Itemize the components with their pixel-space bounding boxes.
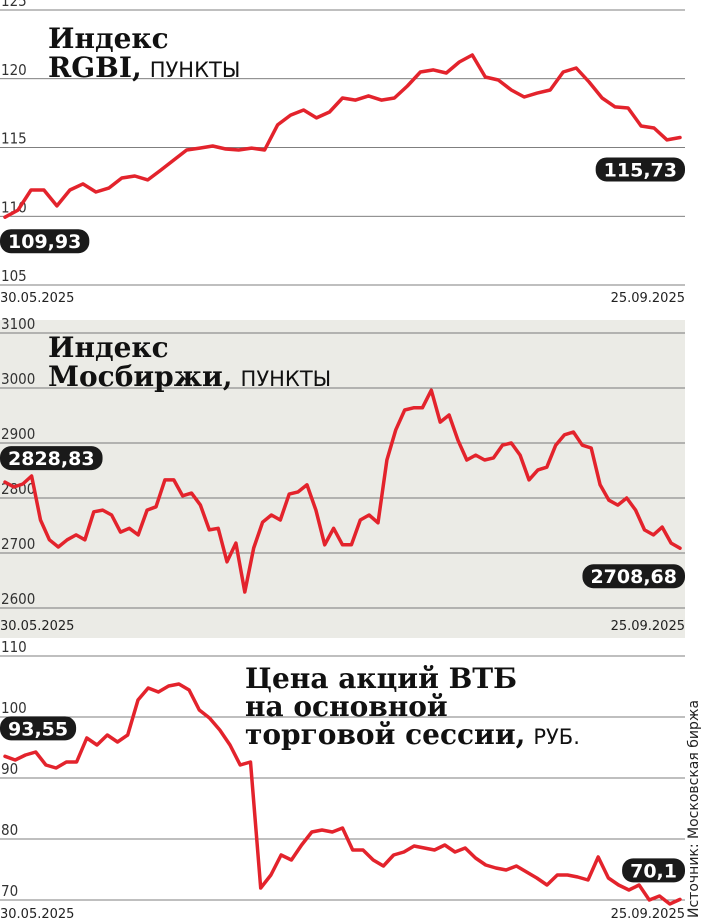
y-tick-label: 2600: [1, 590, 35, 608]
x-tick-label: 30.05.2025: [0, 619, 74, 634]
value-label: 70,1: [630, 860, 677, 882]
title-units: ПУНКТЫ: [241, 367, 332, 391]
source: Источник: Московская биржа: [686, 700, 702, 918]
y-tick-label: 2900: [1, 425, 35, 443]
value-label-bg: [622, 858, 685, 883]
value-label: 2708,68: [590, 566, 677, 588]
y-tick-label: 120: [1, 61, 27, 79]
y-tick-label: 3100: [1, 315, 35, 333]
chart-title: Индекс RGBI, ПУНКТЫ: [48, 22, 240, 84]
title-units: РУБ.: [533, 725, 580, 749]
value-label-bg: [0, 716, 77, 741]
title-line: Цена акций ВТБ: [245, 662, 517, 695]
line: [3, 682, 682, 906]
y-tick-label: 100: [1, 699, 27, 717]
x-tick-label: 30.05.2025: [0, 907, 74, 922]
value-label-bg: [0, 446, 103, 471]
y-tick-label: 2700: [1, 535, 35, 553]
value-label: 115,73: [604, 159, 677, 181]
y-tick-label: 90: [1, 760, 18, 778]
value-label-bg: [595, 157, 685, 182]
x-tick-label: 25.09.2025: [611, 907, 685, 922]
y-tick-label: 115: [1, 130, 27, 148]
title-line: на основной: [245, 690, 448, 723]
x-tick-label: 30.05.2025: [0, 291, 74, 306]
chart-title: Цена акций ВТБ на основной торговой сессии…: [245, 662, 580, 751]
value-label-bg: [0, 229, 90, 254]
title-units: ПУНКТЫ: [150, 58, 241, 82]
line: [3, 388, 682, 594]
x-tick-label: 25.09.2025: [611, 619, 685, 634]
title-line: Мосбиржи,: [48, 360, 233, 393]
y-tick-label: 110: [1, 638, 27, 656]
panel-background: [0, 320, 685, 638]
y-tick-label: 110: [1, 198, 27, 216]
chart-title: Индекс Мосбиржи, ПУНКТЫ: [48, 331, 331, 393]
title-line: RGBI,: [48, 51, 142, 84]
x-tick-label: 25.09.2025: [611, 291, 685, 306]
title-line: торговой сессии,: [245, 718, 525, 751]
title-line: Индекс: [48, 22, 169, 55]
y-tick-label: 80: [1, 821, 18, 839]
y-tick-label: 105: [1, 267, 27, 285]
value-label: 93,55: [8, 718, 68, 740]
line: [3, 53, 682, 219]
y-tick-label: 125: [1, 0, 27, 10]
y-tick-label: 70: [1, 882, 18, 900]
title-line: Индекс: [48, 331, 169, 364]
value-label-bg: [582, 564, 685, 589]
y-tick-label: 3000: [1, 370, 35, 388]
value-label: 109,93: [8, 231, 81, 253]
value-label: 2828,83: [8, 448, 95, 470]
